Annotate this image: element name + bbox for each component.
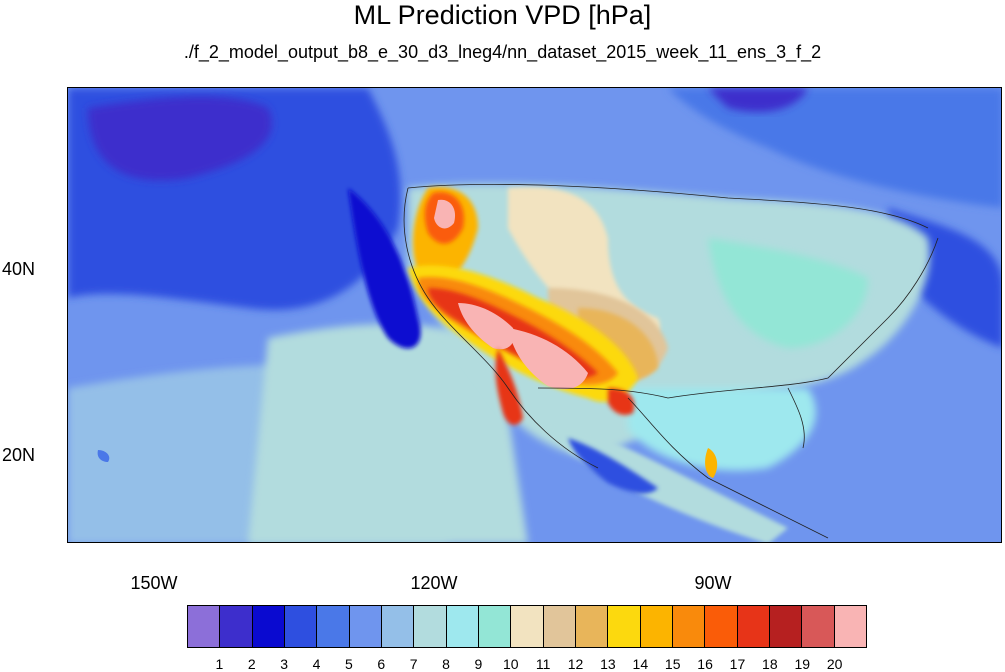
- aleutian-low: [88, 96, 272, 181]
- colorbar-box: [252, 606, 285, 647]
- mexico-south-moist: [568, 438, 658, 494]
- us-canada-border: [407, 183, 929, 229]
- colorbar-tick-label: 2: [247, 656, 256, 672]
- coastal-deep-band: [348, 188, 421, 349]
- colorbar-tick-label: 1: [215, 656, 224, 672]
- colorbar-box: [414, 606, 447, 647]
- colorbar-tick-label: 9: [474, 656, 483, 672]
- colorbar-tick-label: 18: [762, 656, 778, 672]
- mexico-land: [538, 418, 788, 542]
- colorbar-box: [349, 606, 382, 647]
- colorbar-box: [381, 606, 415, 647]
- colorbar: [187, 605, 867, 648]
- colorbar-tick-label: 7: [409, 656, 418, 672]
- colorbar-box: [705, 606, 738, 647]
- vpd-map: [67, 87, 1002, 543]
- colorbar-box: [737, 606, 770, 647]
- lon-label-150w: 150W: [130, 573, 178, 593]
- colorbar-tick-label: 19: [794, 656, 811, 672]
- south-texas-hot: [608, 388, 635, 415]
- colorbar-tick-label: 15: [664, 656, 681, 672]
- colorbar-tick-label: 3: [280, 656, 289, 672]
- mojave-peak: [458, 303, 515, 350]
- west-coastline: [403, 187, 599, 469]
- map-subtitle: ./f_2_model_output_b8_e_30_d3_lneg4/nn_d…: [183, 42, 822, 62]
- yucatan-warm: [705, 448, 718, 478]
- colorbar-tick-label: 11: [535, 656, 551, 672]
- colorbar-box: [446, 606, 479, 647]
- colorbar-box: [575, 606, 609, 647]
- sonora-peak: [508, 328, 588, 390]
- colorbar-tick-label: 6: [377, 656, 386, 672]
- lat-label-20n: 20N: [2, 445, 36, 465]
- colorbar-box: [284, 606, 318, 647]
- south-east-coastline: [537, 237, 939, 399]
- colorbar-box: [220, 606, 253, 647]
- baja-hot: [495, 348, 523, 425]
- canada-north: [668, 88, 1001, 208]
- subtropical-band: [248, 324, 528, 542]
- midwest-moist: [708, 238, 868, 348]
- hawaii: [97, 450, 110, 462]
- colorbar-box: [478, 606, 512, 647]
- colorbar-box: [511, 606, 544, 647]
- colorbar-box: [188, 606, 221, 647]
- lon-label-120w: 120W: [410, 573, 458, 593]
- lat-label-40n: 40N: [2, 259, 36, 279]
- colorbar-tick-label: 12: [567, 656, 584, 672]
- colorbar-box: [672, 606, 706, 647]
- colorbar-tick-label: 8: [442, 656, 450, 672]
- vpd-field-svg: [68, 88, 1001, 542]
- oregon-peak: [434, 199, 456, 229]
- colorbar-box: [769, 606, 803, 647]
- colorbar-tick-label: 5: [344, 656, 353, 672]
- colorbar-tick-label: 4: [312, 656, 321, 672]
- mexico-coastline: [627, 397, 829, 539]
- colorbar-tick-label: 16: [697, 656, 713, 672]
- colorbar-tick-label: 17: [729, 656, 746, 672]
- hudson-region: [708, 88, 808, 112]
- colorbar-box: [543, 606, 576, 647]
- colorbar-box: [317, 606, 350, 647]
- colorbar-tick-label: 14: [632, 656, 649, 672]
- colorbar-tick-label: 13: [600, 656, 616, 672]
- lon-label-90w: 90W: [694, 573, 732, 593]
- colorbar-tick-label: 10: [503, 656, 519, 672]
- colorbar-box: [802, 606, 835, 647]
- colorbar-tick-label: 20: [826, 656, 843, 672]
- colorbar-box: [608, 606, 641, 647]
- colorbar-box: [834, 606, 866, 647]
- florida-outline: [787, 387, 805, 449]
- map-title: ML Prediction VPD [hPa]: [353, 0, 652, 30]
- colorbar-box: [640, 606, 673, 647]
